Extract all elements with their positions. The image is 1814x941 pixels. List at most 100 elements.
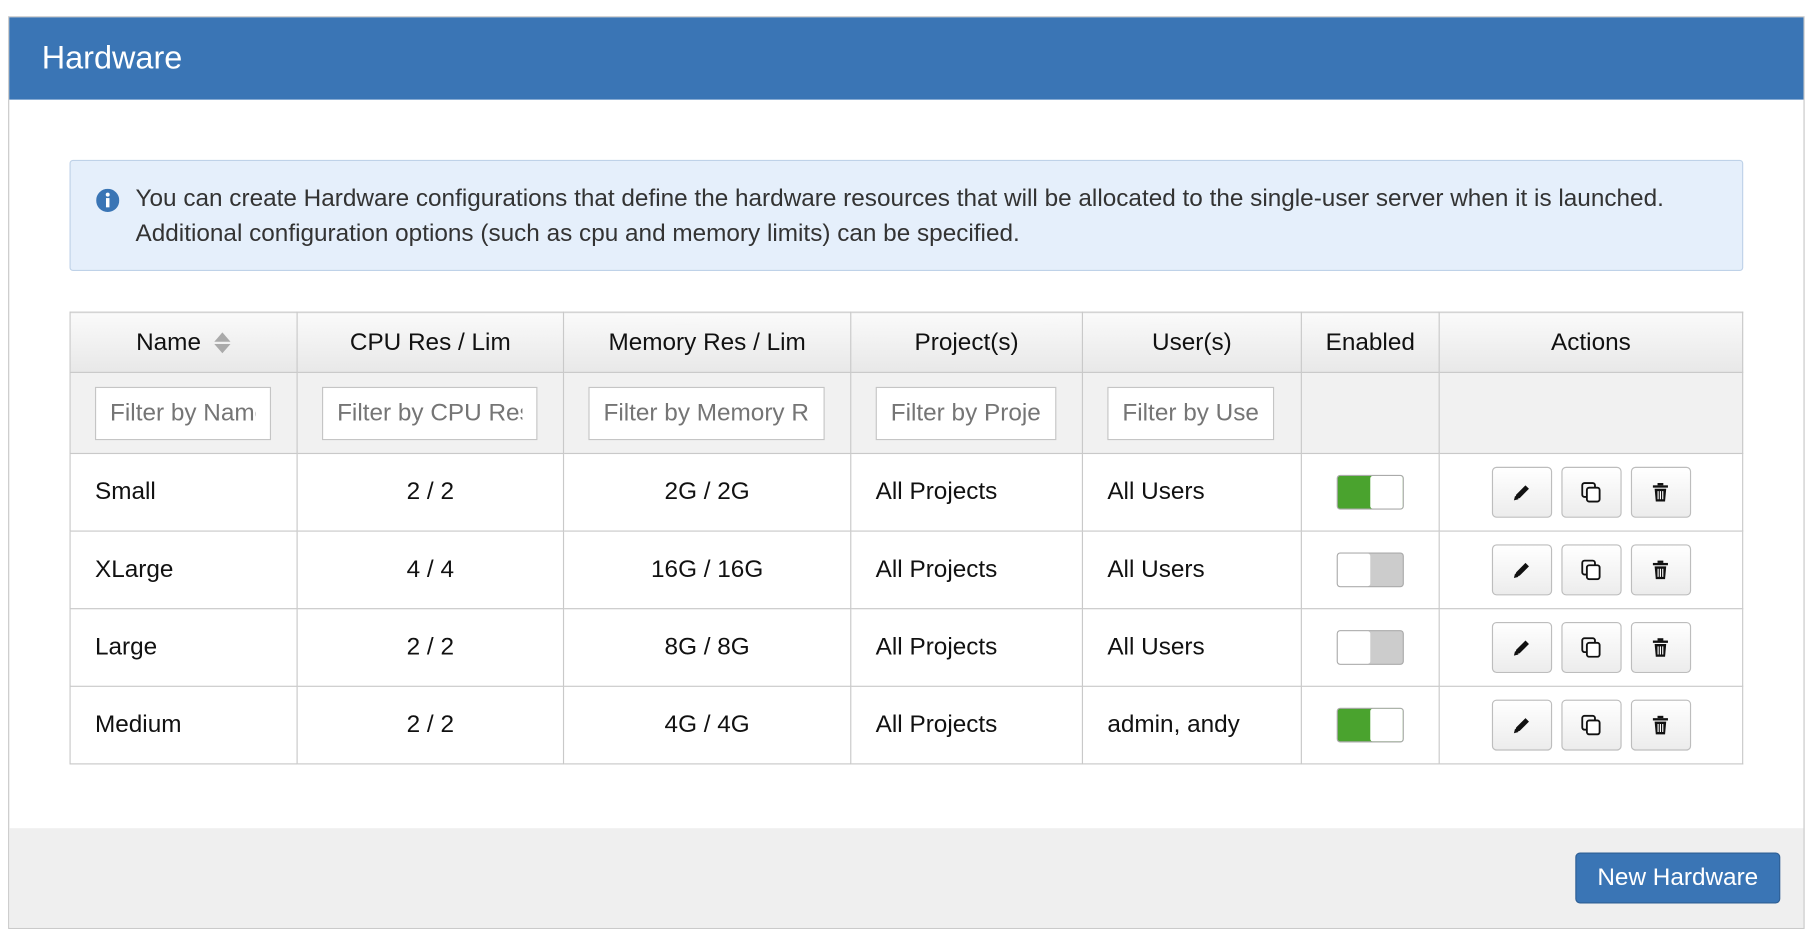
column-header: User(s) xyxy=(1081,311,1302,373)
table-row: XLarge 4 / 4 16G / 16G All Projects All User… xyxy=(69,530,1744,610)
cell-cpu: 4 / 4 xyxy=(296,530,565,610)
cell-cpu: 2 / 2 xyxy=(296,452,565,532)
footer: New Hardware xyxy=(9,828,1804,928)
icon xyxy=(1580,559,1600,581)
icon xyxy=(1652,638,1668,657)
cell-name: Medium xyxy=(69,685,298,765)
icon xyxy=(1580,637,1600,658)
table-row: Large 2 / 2 8G / 8G All Projects All Users xyxy=(69,608,1744,687)
column-title: CPU Res / Lim xyxy=(349,328,511,356)
icon xyxy=(1513,718,1529,734)
column-title: User(s) xyxy=(1152,328,1232,356)
delete-button[interactable] xyxy=(1630,466,1691,518)
delete-button[interactable] xyxy=(1630,699,1691,751)
cell-memory: 2G / 2G xyxy=(562,452,852,532)
icon xyxy=(1513,485,1529,501)
filter-input[interactable] xyxy=(588,386,825,440)
cell-users: All Users xyxy=(1081,452,1302,532)
column-header: Project(s) xyxy=(850,311,1084,373)
icon xyxy=(1580,714,1600,736)
cell-projects: All Projects xyxy=(850,685,1084,765)
filter-cell xyxy=(1081,371,1302,455)
cell-enabled xyxy=(1300,452,1440,532)
column-title: Enabled xyxy=(1325,328,1415,356)
copy-button[interactable] xyxy=(1560,466,1622,518)
toggle-knob xyxy=(1370,476,1403,509)
cell-projects: All Projects xyxy=(850,608,1084,687)
icon xyxy=(1652,483,1668,502)
filter-input[interactable] xyxy=(94,386,272,440)
cell-users: admin, andy xyxy=(1081,685,1302,765)
column-header: Memory Res / Lim xyxy=(562,311,852,373)
title: Hardware xyxy=(41,39,183,76)
table-row: Medium 2 / 2 4G / 4G All Projects admin, and… xyxy=(69,685,1744,765)
cell-memory: 8G / 8G xyxy=(562,608,852,687)
filter-cell xyxy=(296,371,565,455)
icon xyxy=(1652,715,1668,735)
copy-button[interactable] xyxy=(1560,544,1622,596)
cell-name: XLarge xyxy=(69,530,298,610)
info-box: You can create Hardware configurations t… xyxy=(69,159,1744,272)
cell-name: Large xyxy=(69,608,298,687)
cell-name: Small xyxy=(69,452,298,532)
filter-cell xyxy=(69,371,298,455)
header-bar: Hardware xyxy=(9,17,1804,100)
filter-input[interactable] xyxy=(1107,386,1275,440)
delete-button[interactable] xyxy=(1630,544,1691,596)
column-title: Project(s) xyxy=(914,328,1019,356)
filter-cell xyxy=(850,371,1084,455)
copy-button[interactable] xyxy=(1560,699,1622,751)
icon xyxy=(1513,562,1529,578)
column-header[interactable]: Name xyxy=(69,311,298,373)
new-hardware-button[interactable]: New Hardware xyxy=(1575,852,1781,904)
column-title: Actions xyxy=(1551,328,1631,356)
toggle-knob xyxy=(1337,553,1371,587)
toggle-knob xyxy=(1337,631,1371,664)
edit-button[interactable] xyxy=(1491,466,1552,518)
delete-button[interactable] xyxy=(1630,622,1691,673)
icon xyxy=(1652,560,1668,580)
column-header: Enabled xyxy=(1300,311,1440,373)
edit-button[interactable] xyxy=(1491,622,1552,673)
cell-users: All Users xyxy=(1081,608,1302,687)
copy-button[interactable] xyxy=(1560,622,1622,673)
cell-memory: 16G / 16G xyxy=(562,530,852,610)
icon xyxy=(1580,482,1600,503)
sort-icon[interactable] xyxy=(213,331,232,354)
enabled-toggle[interactable] xyxy=(1336,552,1404,588)
column-title: Name xyxy=(136,328,201,356)
filter-input[interactable] xyxy=(875,386,1057,440)
panel: Hardware You can create Hardware configu… xyxy=(8,16,1805,929)
cell-users: All Users xyxy=(1081,530,1302,610)
filter-cell xyxy=(1438,371,1744,455)
icon xyxy=(1513,640,1529,656)
info-icon xyxy=(96,188,120,212)
cell-projects: All Projects xyxy=(850,452,1084,532)
cell-enabled xyxy=(1300,685,1440,765)
table-row: Small 2 / 2 2G / 2G All Projects All Users xyxy=(69,452,1744,532)
filter-input[interactable] xyxy=(322,386,538,440)
column-title: Memory Res / Lim xyxy=(608,328,806,356)
column-header: Actions xyxy=(1438,311,1744,373)
enabled-toggle[interactable] xyxy=(1336,630,1404,665)
cell-actions xyxy=(1438,452,1744,532)
cell-cpu: 2 / 2 xyxy=(296,685,565,765)
cell-enabled xyxy=(1300,530,1440,610)
filter-cell xyxy=(562,371,852,455)
info-text: You can create Hardware configurations t… xyxy=(135,185,1664,247)
edit-button[interactable] xyxy=(1491,544,1552,596)
enabled-toggle[interactable] xyxy=(1336,474,1404,510)
toggle-knob xyxy=(1370,708,1403,742)
enabled-toggle[interactable] xyxy=(1336,707,1404,743)
filter-cell xyxy=(1300,371,1440,455)
cell-actions xyxy=(1438,608,1744,687)
cell-enabled xyxy=(1300,608,1440,687)
edit-button[interactable] xyxy=(1491,699,1552,751)
cell-memory: 4G / 4G xyxy=(562,685,852,765)
cell-cpu: 2 / 2 xyxy=(296,608,565,687)
cell-actions xyxy=(1438,530,1744,610)
hardware-table: Name CPU Res / Lim Memory Res / Lim Project… xyxy=(69,311,1744,765)
cell-projects: All Projects xyxy=(850,530,1084,610)
